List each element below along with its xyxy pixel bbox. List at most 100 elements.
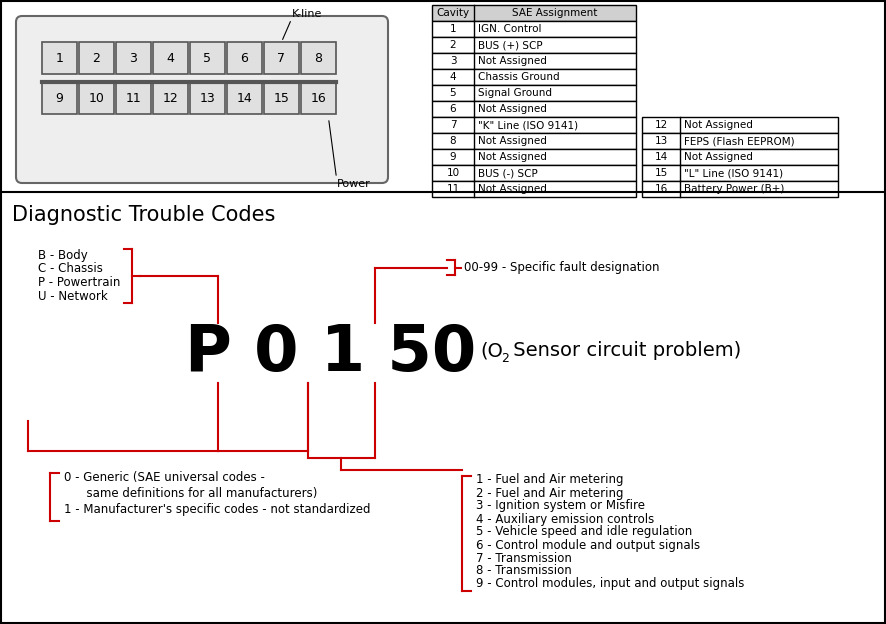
- Text: 14: 14: [237, 92, 253, 104]
- Text: BUS (+) SCP: BUS (+) SCP: [478, 40, 542, 50]
- Text: Not Assigned: Not Assigned: [478, 104, 547, 114]
- Text: 7: 7: [450, 120, 456, 130]
- Bar: [432, 69, 636, 85]
- Text: 5 - Vehicle speed and idle regulation: 5 - Vehicle speed and idle regulation: [476, 525, 692, 539]
- Text: Battery Power (B+): Battery Power (B+): [684, 184, 784, 194]
- Text: 1 - Manufacturer's specific codes - not standardized: 1 - Manufacturer's specific codes - not …: [64, 502, 370, 515]
- Text: 13: 13: [199, 92, 215, 104]
- Text: 14: 14: [655, 152, 668, 162]
- Text: 12: 12: [655, 120, 668, 130]
- Text: 8 - Transmission: 8 - Transmission: [476, 565, 571, 577]
- Text: 10: 10: [447, 168, 460, 178]
- Bar: [116, 42, 151, 74]
- Bar: [79, 42, 114, 74]
- Text: P 0 1 50: P 0 1 50: [185, 322, 477, 384]
- Bar: [432, 165, 636, 181]
- Text: 3 - Ignition system or Misfire: 3 - Ignition system or Misfire: [476, 499, 645, 512]
- Bar: [116, 82, 151, 114]
- Bar: [432, 53, 636, 69]
- Text: Sensor circuit problem): Sensor circuit problem): [507, 341, 742, 361]
- Text: Not Assigned: Not Assigned: [478, 136, 547, 146]
- Text: 9: 9: [56, 92, 64, 104]
- Text: Cavity: Cavity: [437, 8, 470, 18]
- Text: 10: 10: [89, 92, 105, 104]
- Text: Not Assigned: Not Assigned: [684, 120, 753, 130]
- Bar: [432, 85, 636, 101]
- Bar: [432, 21, 636, 37]
- Text: same definitions for all manufacturers): same definitions for all manufacturers): [64, 487, 317, 499]
- Text: Diagnostic Trouble Codes: Diagnostic Trouble Codes: [12, 205, 276, 225]
- Text: Signal Ground: Signal Ground: [478, 88, 552, 98]
- Bar: [190, 42, 225, 74]
- Text: Not Assigned: Not Assigned: [684, 152, 753, 162]
- Bar: [432, 101, 636, 117]
- Bar: [264, 42, 299, 74]
- Bar: [432, 181, 636, 197]
- Text: 8: 8: [315, 52, 323, 64]
- Text: 7 - Transmission: 7 - Transmission: [476, 552, 571, 565]
- Text: Not Assigned: Not Assigned: [478, 56, 547, 66]
- Bar: [301, 82, 336, 114]
- Text: 6: 6: [241, 52, 248, 64]
- Text: 11: 11: [447, 184, 460, 194]
- Bar: [432, 117, 636, 133]
- Text: 8: 8: [450, 136, 456, 146]
- Text: Power: Power: [337, 179, 370, 189]
- Text: 15: 15: [274, 92, 290, 104]
- Bar: [642, 149, 838, 165]
- Bar: [42, 42, 77, 74]
- Text: 3: 3: [450, 56, 456, 66]
- Text: 1: 1: [56, 52, 64, 64]
- Text: C - Chassis: C - Chassis: [38, 263, 103, 276]
- Text: Not Assigned: Not Assigned: [478, 184, 547, 194]
- Text: 9: 9: [450, 152, 456, 162]
- Text: BUS (-) SCP: BUS (-) SCP: [478, 168, 538, 178]
- Text: FEPS (Flash EEPROM): FEPS (Flash EEPROM): [684, 136, 795, 146]
- Bar: [432, 5, 636, 21]
- Text: 6: 6: [450, 104, 456, 114]
- Text: 5: 5: [450, 88, 456, 98]
- Text: 15: 15: [655, 168, 668, 178]
- Bar: [79, 82, 114, 114]
- Text: 4: 4: [167, 52, 175, 64]
- Text: 16: 16: [311, 92, 326, 104]
- Text: 4 - Auxiliary emission controls: 4 - Auxiliary emission controls: [476, 512, 654, 525]
- Bar: [432, 37, 636, 53]
- Bar: [153, 42, 188, 74]
- Bar: [190, 82, 225, 114]
- Text: IGN. Control: IGN. Control: [478, 24, 541, 34]
- Text: 11: 11: [126, 92, 142, 104]
- Bar: [642, 165, 838, 181]
- FancyBboxPatch shape: [16, 16, 388, 183]
- Text: B - Body: B - Body: [38, 248, 88, 261]
- Text: SAE Assignment: SAE Assignment: [512, 8, 598, 18]
- Text: K-line: K-line: [291, 9, 322, 19]
- Text: P - Powertrain: P - Powertrain: [38, 276, 120, 290]
- Bar: [301, 42, 336, 74]
- Bar: [432, 149, 636, 165]
- Text: 16: 16: [655, 184, 668, 194]
- Text: 9 - Control modules, input and output signals: 9 - Control modules, input and output si…: [476, 577, 744, 590]
- Text: 7: 7: [277, 52, 285, 64]
- Text: Not Assigned: Not Assigned: [478, 152, 547, 162]
- Text: 2: 2: [501, 353, 509, 366]
- Text: 2: 2: [450, 40, 456, 50]
- Text: "L" Line (ISO 9141): "L" Line (ISO 9141): [684, 168, 783, 178]
- Text: 1 - Fuel and Air metering: 1 - Fuel and Air metering: [476, 474, 624, 487]
- Text: Chassis Ground: Chassis Ground: [478, 72, 560, 82]
- Bar: [642, 133, 838, 149]
- Text: 6 - Control module and output signals: 6 - Control module and output signals: [476, 539, 700, 552]
- Bar: [642, 181, 838, 197]
- Text: 00-99 - Specific fault designation: 00-99 - Specific fault designation: [464, 261, 659, 274]
- Text: 1: 1: [450, 24, 456, 34]
- Text: 2: 2: [92, 52, 100, 64]
- Text: 12: 12: [163, 92, 178, 104]
- Text: (O: (O: [480, 341, 503, 361]
- Bar: [153, 82, 188, 114]
- Bar: [42, 82, 77, 114]
- Bar: [227, 82, 262, 114]
- Text: 5: 5: [204, 52, 212, 64]
- Bar: [642, 117, 838, 133]
- Bar: [227, 42, 262, 74]
- Text: 13: 13: [655, 136, 668, 146]
